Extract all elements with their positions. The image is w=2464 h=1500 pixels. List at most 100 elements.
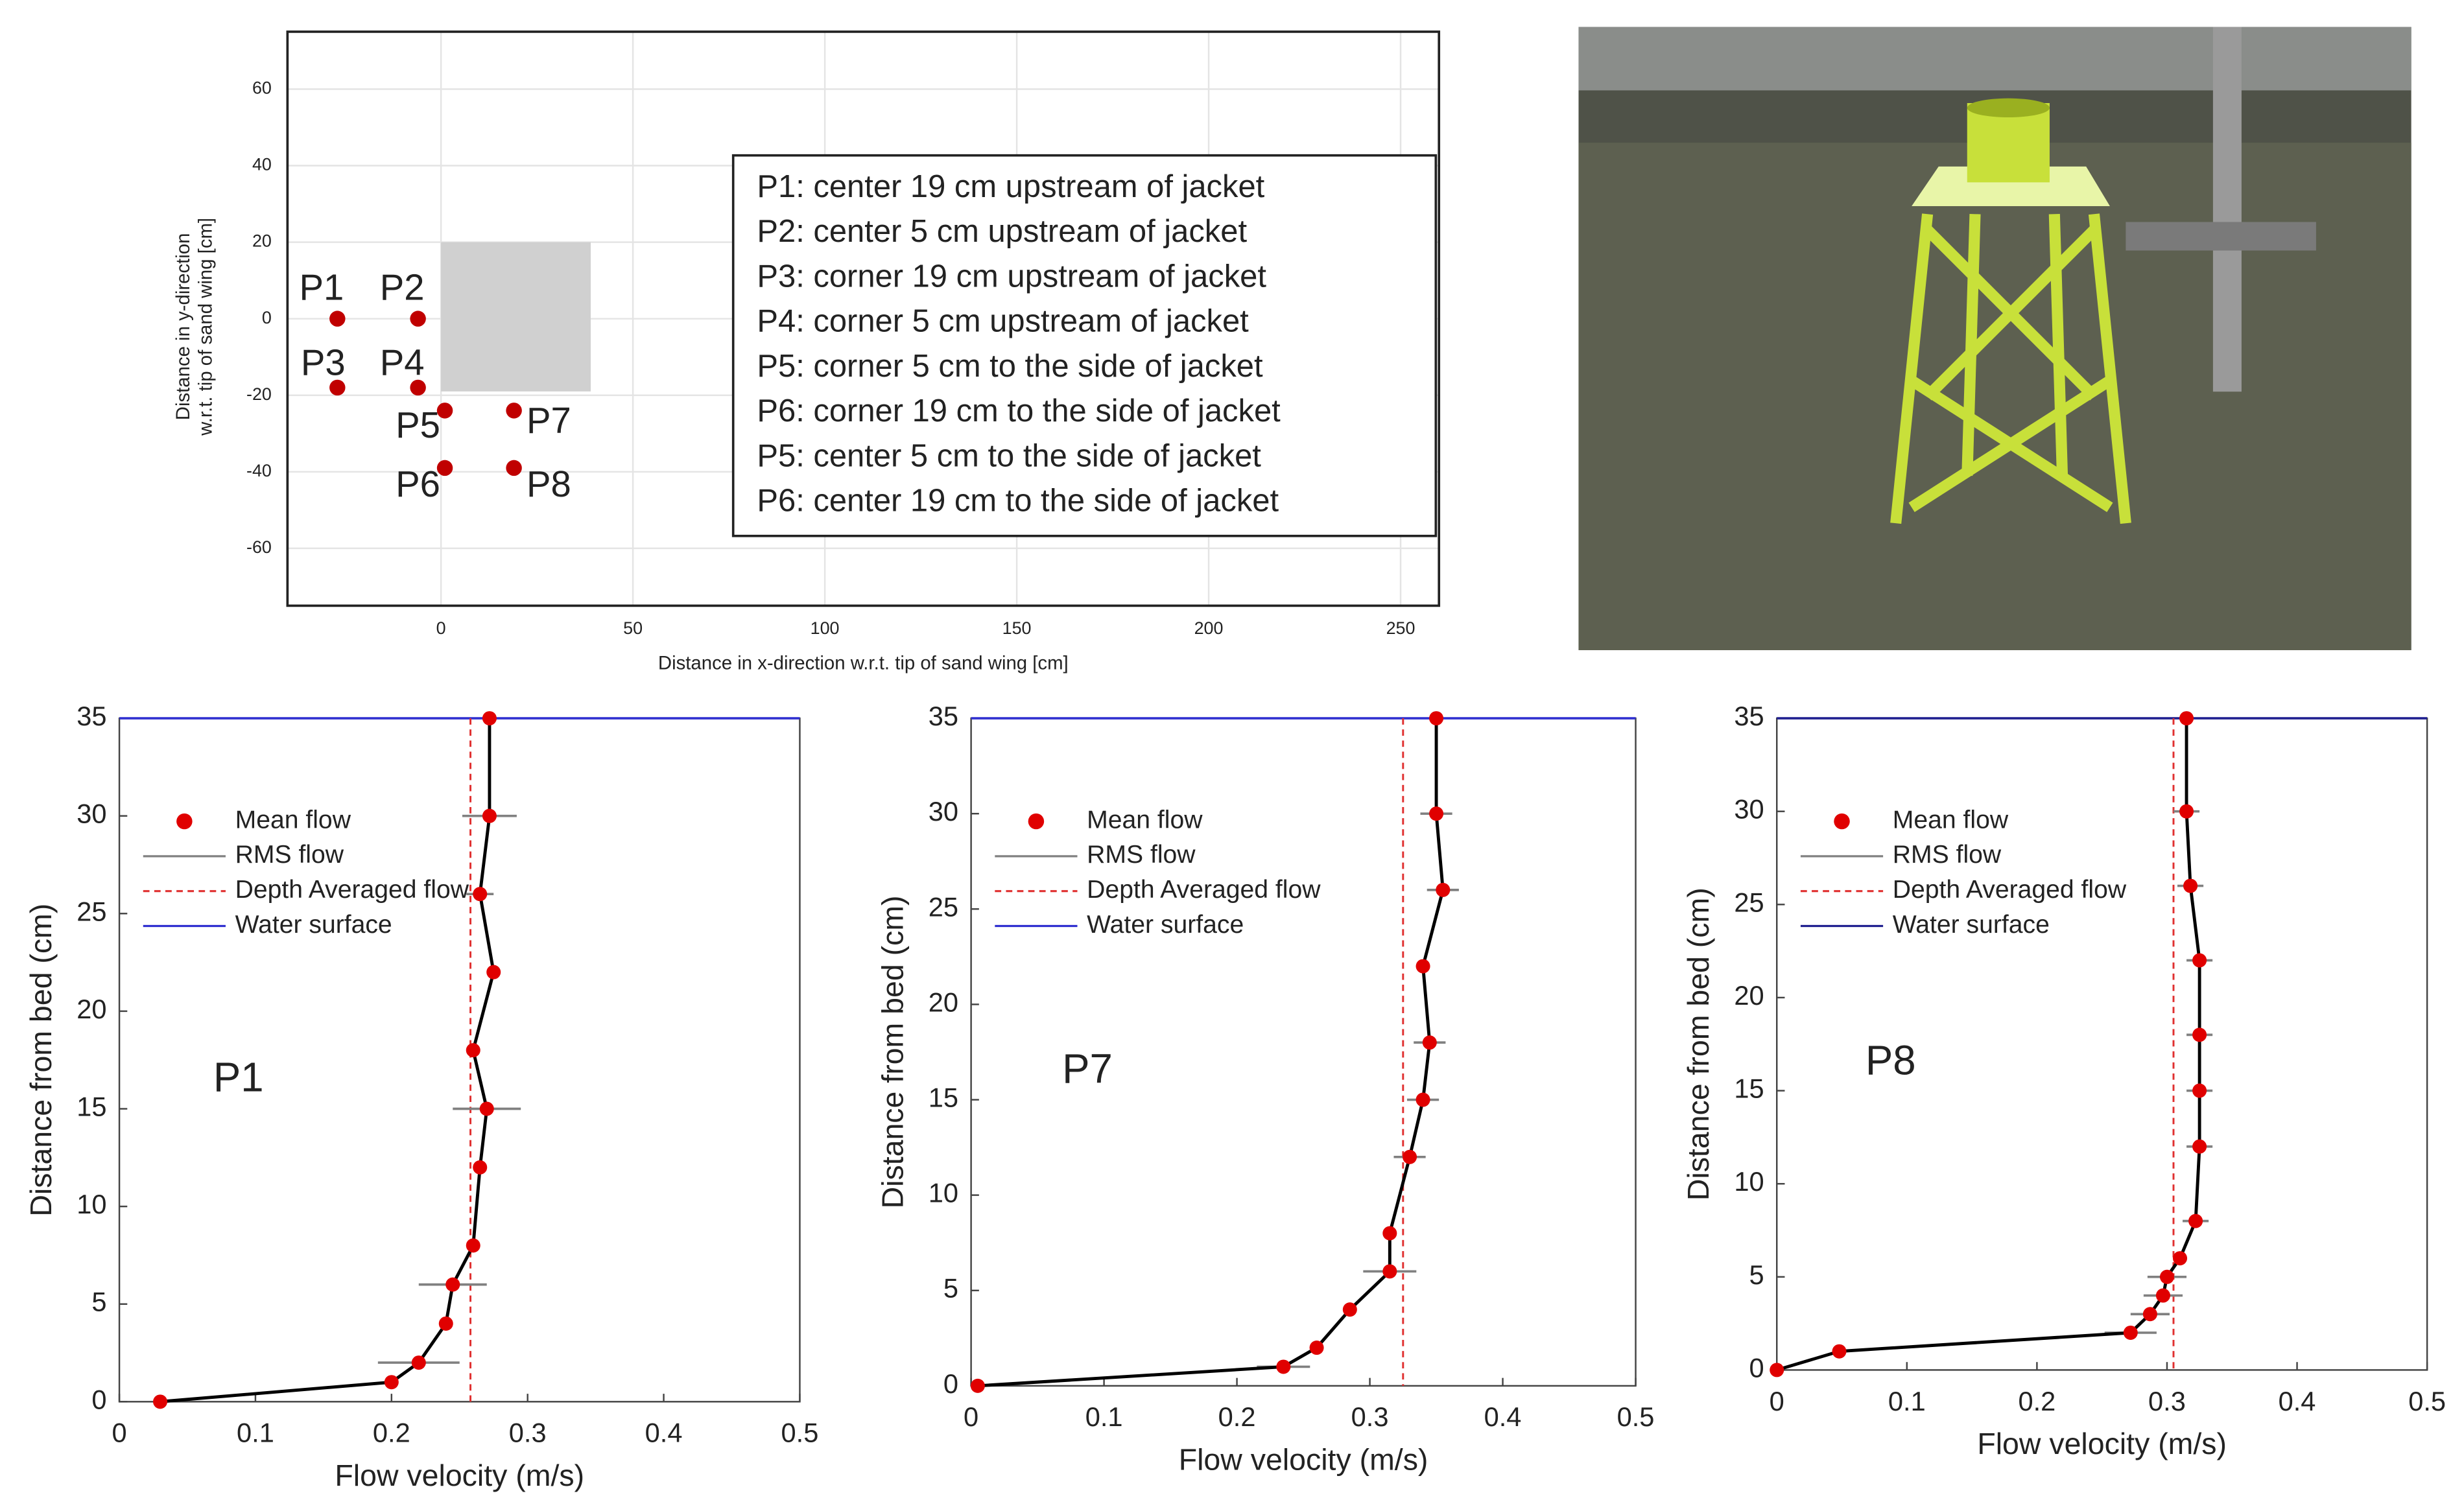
legend-text: P6: center 19 cm to the side of jacket [757,484,1279,519]
mean-flow-point [1429,806,1444,821]
legend-box [731,154,1438,537]
legend-text: P1: center 19 cm upstream of jacket [757,169,1264,204]
mean-flow-point [2173,1251,2188,1266]
legend-text: P4: corner 5 cm upstream of jacket [757,304,1249,339]
mean-flow-point [384,1375,399,1390]
legend-label: Mean flow [1893,806,2009,834]
annotation: P1 [213,1055,264,1101]
legend-label: Depth Averaged flow [235,876,469,904]
mean-flow-point [1342,1302,1357,1317]
mean-flow-point [1416,1092,1430,1107]
mean-flow-point [482,711,497,726]
y-tick-label: -60 [246,537,272,557]
y-tick-label: 15 [1734,1073,1764,1104]
x-tick-label: 0.3 [509,1418,547,1448]
mean-flow-point [2142,1307,2157,1322]
x-axis-label: Flow velocity (m/s) [335,1459,584,1492]
x-tick-label: 0.4 [2279,1386,2316,1416]
mean-flow-point [970,1378,985,1393]
mean-flow-point [2192,953,2207,968]
y-tick-label: 0 [262,308,272,327]
y-tick-label: 5 [1749,1260,1764,1290]
y-tick-label: 25 [929,891,958,922]
mean-flow-point [2183,878,2198,893]
point-label: P5 [396,404,440,445]
legend-label: Water surface [235,911,392,939]
photo-water [1578,143,2411,650]
legend-label: RMS flow [1087,841,1196,869]
photo-jacket-deck [1912,166,2110,206]
y-tick-label: 15 [929,1083,958,1113]
y-tick-label: 0 [1749,1352,1764,1383]
mean-flow-point [411,1355,426,1370]
x-tick-label: 200 [1194,618,1224,638]
y-tick-label: 20 [252,231,272,251]
legend-marker [1834,813,1850,830]
y-axis-label: Distance in y-direction [172,233,194,421]
mean-flow-point [2192,1027,2207,1042]
point-label: P2 [380,266,425,307]
y-tick-label: 35 [77,701,106,731]
mean-flow-point [2192,1083,2207,1098]
point [329,379,346,396]
mean-flow-point [1429,711,1444,726]
mean-flow-point [482,808,497,823]
y-tick-label: 10 [77,1189,106,1219]
legend-label: Water surface [1087,911,1244,939]
legend-marker [1028,813,1045,830]
y-tick-label: 15 [77,1091,106,1121]
mean-flow-point [438,1316,453,1331]
point [506,460,522,476]
photo-jacket-rim [1967,98,2050,118]
legend-label: Mean flow [235,806,351,834]
y-tick-label: 60 [252,78,272,98]
y-axis-label: Distance from bed (cm) [875,896,909,1209]
mean-flow-point [2123,1325,2138,1340]
mean-flow-point [2192,1139,2207,1154]
y-tick-label: 5 [943,1273,958,1304]
y-tick-label: -20 [246,384,272,404]
x-tick-label: 0.2 [373,1418,410,1448]
y-tick-label: 10 [929,1178,958,1208]
mean-flow-point [1422,1035,1437,1050]
x-axis-label: Flow velocity (m/s) [1179,1443,1428,1477]
y-tick-label: 40 [252,155,272,174]
mean-flow-point [153,1394,168,1409]
y-tick-label: 10 [1734,1166,1764,1197]
x-tick-label: 0 [964,1401,978,1432]
x-tick-label: 0 [436,618,446,638]
mean-flow-point [1770,1363,1784,1377]
y-tick-label: 30 [77,799,106,829]
annotation: P8 [1866,1038,1916,1084]
annotation: P7 [1062,1046,1113,1092]
x-tick-label: 100 [811,618,840,638]
mean-flow-point [1276,1359,1291,1374]
y-tick-label: 0 [91,1384,106,1414]
photo [1578,27,2411,650]
y-tick-label: 0 [943,1368,958,1399]
y-tick-label: 20 [1734,980,1764,1011]
point-label: P3 [301,342,346,383]
plot-frame [286,30,1441,607]
mean-flow-point [473,887,488,902]
mean-flow-point [1309,1341,1324,1355]
y-tick-label: 30 [1734,794,1764,825]
x-tick-label: 50 [623,618,643,638]
mean-flow-point [1832,1344,1847,1359]
y-tick-label: 20 [77,994,106,1024]
x-tick-label: 0.4 [645,1418,683,1448]
legend-label: Water surface [1893,911,2050,939]
x-tick-label: 0.5 [1617,1401,1655,1432]
legend-label: Depth Averaged flow [1087,876,1321,904]
photo-probe [2212,27,2242,392]
mean-flow-point [1416,959,1430,974]
x-tick-label: 0.2 [1218,1401,1256,1432]
y-axis-label: Distance from bed (cm) [24,904,58,1217]
y-axis-label: Distance from bed (cm) [1681,887,1715,1201]
mean-flow-point [1403,1149,1417,1164]
point-label: P1 [299,266,344,307]
photo-jacket [1890,213,2131,524]
mean-flow-point [1436,882,1451,897]
